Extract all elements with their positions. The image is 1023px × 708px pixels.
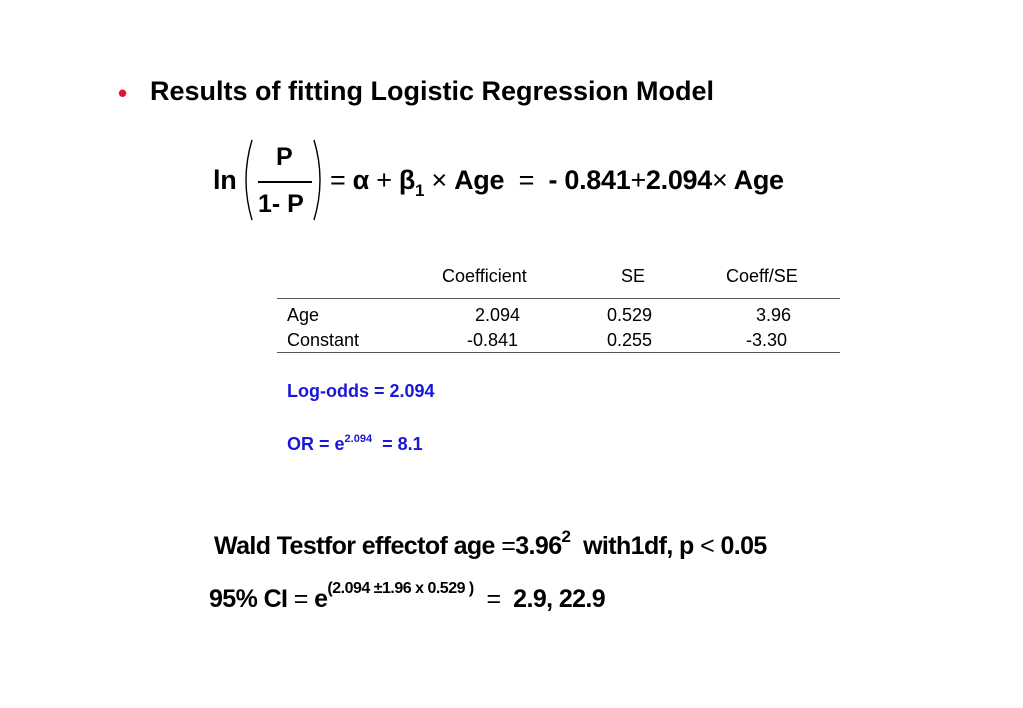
- wald-value: 3.96: [515, 532, 562, 560]
- fraction-bar: [258, 181, 312, 183]
- log-odds-note: Log-odds = 2.094: [287, 381, 435, 401]
- equals-sign-2: =: [518, 165, 535, 195]
- intercept-value: - 0.841: [548, 165, 631, 195]
- beta-symbol: β: [398, 165, 416, 195]
- age-term-2: Age: [733, 165, 784, 195]
- header-coefficient: Coefficient: [442, 266, 527, 286]
- age-term: Age: [454, 165, 505, 195]
- less-than-sign: <: [700, 532, 715, 560]
- ci-equals: =: [293, 585, 309, 613]
- or-prefix: OR = e: [287, 434, 345, 454]
- row-label-constant: Constant: [287, 330, 360, 350]
- alpha-symbol: α: [352, 165, 370, 195]
- fraction-numerator: P: [276, 143, 293, 171]
- bullet-point: •: [118, 78, 128, 108]
- p-value: 0.05: [720, 532, 767, 560]
- odds-ratio-note: OR = e2.094 = 8.1: [287, 433, 423, 455]
- ci-value: 2.9, 22.9: [513, 585, 606, 613]
- equation-ln: ln: [213, 165, 237, 195]
- equation-parentheses: [245, 139, 321, 221]
- times-sign: ×: [431, 165, 447, 195]
- cell-age-ratio: 3.96: [756, 305, 792, 325]
- wald-test-formula: Wald Testfor effectof age =3.962 with1df…: [214, 527, 767, 561]
- cell-age-coef: 2.094: [475, 305, 521, 325]
- ci-equals-2: =: [486, 585, 501, 613]
- cell-constant-se: 0.255: [607, 330, 653, 350]
- cell-age-se: 0.529: [607, 305, 653, 325]
- header-se: SE: [621, 266, 646, 286]
- ci-exponent: (2.094 ±1.96 x 0.529 ): [327, 580, 474, 597]
- ci-e: e: [314, 585, 328, 613]
- equation-rhs: = α + β1 × Age = - 0.841+2.094× Age: [330, 165, 784, 200]
- beta-subscript: 1: [415, 181, 425, 200]
- equals-sign: =: [330, 165, 346, 195]
- wald-power: 2: [561, 527, 571, 546]
- times-sign-2: ×: [711, 165, 728, 195]
- fraction-denominator: 1- P: [258, 190, 304, 218]
- slope-value: 2.094: [645, 165, 712, 195]
- header-coeff-se: Coeff/SE: [726, 266, 798, 286]
- ci-label: 95% CI: [209, 585, 288, 613]
- cell-constant-ratio: -3.30: [746, 330, 788, 350]
- wald-text: Wald Testfor effectof age: [214, 532, 495, 560]
- confidence-interval-formula: 95% CI = e(2.094 ±1.96 x 0.529 ) = 2.9, …: [209, 580, 606, 614]
- or-exponent: 2.094: [344, 433, 373, 445]
- or-suffix: = 8.1: [382, 434, 423, 454]
- plus-sign: +: [376, 165, 392, 195]
- wald-tail: with1df, p: [583, 532, 694, 560]
- table-top-rule: [277, 298, 840, 299]
- row-label-age: Age: [287, 305, 320, 325]
- wald-equals: =: [501, 532, 516, 560]
- slide-title: Results of fitting Logistic Regression M…: [150, 76, 715, 106]
- table-bottom-rule: [277, 352, 840, 353]
- plus-sign-2: +: [630, 165, 646, 195]
- cell-constant-coef: -0.841: [467, 330, 519, 350]
